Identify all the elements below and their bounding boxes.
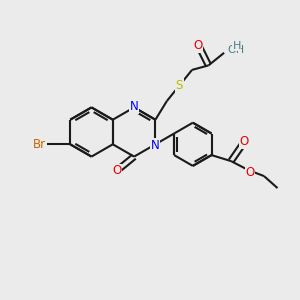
Text: OH: OH [228,45,245,56]
Text: N: N [151,139,160,152]
Text: O: O [112,164,122,177]
Text: O: O [239,135,249,148]
Text: O: O [193,39,202,52]
Text: N: N [130,100,139,113]
Text: S: S [176,79,183,92]
Text: H: H [232,40,241,51]
Text: Br: Br [33,138,46,151]
Text: O: O [245,166,255,179]
